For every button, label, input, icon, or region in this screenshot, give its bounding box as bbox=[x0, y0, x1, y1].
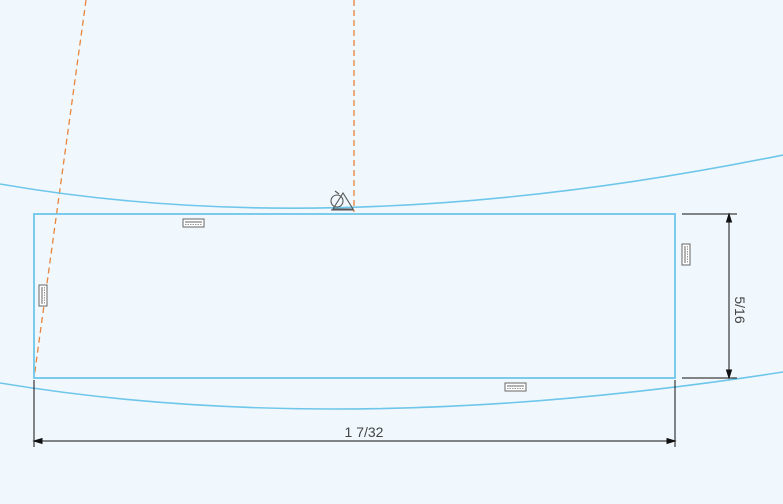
width-dimension[interactable] bbox=[32, 380, 677, 447]
vertical-constraint-icon[interactable] bbox=[681, 243, 691, 266]
width-dimension-label[interactable]: 1 7/32 bbox=[345, 424, 384, 440]
tangent-constraint-icon[interactable] bbox=[330, 190, 354, 211]
height-dimension[interactable] bbox=[682, 212, 737, 380]
horizontal-constraint-icon[interactable] bbox=[182, 218, 205, 228]
height-dimension-label[interactable]: 5/16 bbox=[732, 296, 748, 323]
bottom-arc[interactable] bbox=[0, 371, 783, 410]
rectangle-profile[interactable] bbox=[33, 213, 676, 379]
top-arc[interactable] bbox=[0, 154, 783, 209]
horizontal-constraint-icon[interactable] bbox=[504, 382, 527, 392]
vertical-constraint-icon[interactable] bbox=[38, 284, 48, 307]
construction-line-angled[interactable] bbox=[33, 0, 87, 379]
